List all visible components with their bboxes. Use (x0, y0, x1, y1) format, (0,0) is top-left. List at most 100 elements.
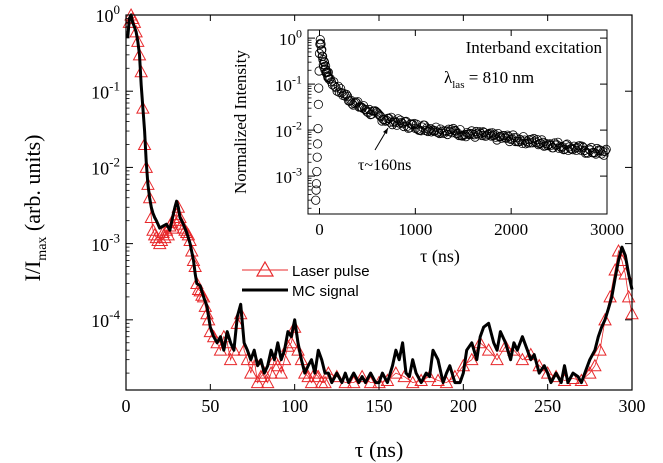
inset-lambda-annotation: λlas = 810 nm (444, 68, 534, 91)
laser-pulse-point (464, 352, 479, 366)
laser-pulse-point (490, 352, 504, 366)
inset-chart: 0 1000 2000 3000 100 10-1 10-2 10-3 τ (ns) Nor… (231, 26, 624, 267)
x-tick-label: 150 (366, 396, 393, 416)
inset-data-point (312, 167, 322, 177)
laser-pulse-point (301, 369, 316, 383)
laser-pulse-point (304, 375, 319, 389)
inset-data-point (313, 99, 323, 110)
y-tick-label: 100 (279, 26, 302, 49)
inset-data-point (392, 120, 402, 130)
laser-pulse-point (582, 366, 597, 379)
inset-data-point (472, 128, 482, 138)
x-tick-label: 2000 (494, 220, 528, 239)
laser-pulse-point (363, 375, 378, 389)
inset-data-point (314, 83, 324, 93)
inset-data-point (549, 138, 560, 148)
inset-data-point (335, 84, 346, 94)
lambda-value: = 810 nm (464, 68, 534, 87)
x-tick-label: 0 (315, 220, 324, 239)
main-legend: Laser pulse MC signal (242, 260, 370, 300)
inset-data-point (318, 54, 328, 65)
y-tick-label: 10-1 (275, 72, 302, 95)
y-tick-label: 10-1 (91, 78, 120, 102)
laser-pulse-point (540, 366, 555, 379)
inset-background (308, 30, 607, 214)
laser-pulse-point (473, 335, 488, 349)
laser-pulse-point (588, 358, 602, 372)
inset-data-point (600, 146, 610, 156)
y-tick-label: 100 (96, 2, 121, 26)
inset-data-point (319, 57, 330, 68)
x-tick-label: 100 (281, 396, 308, 416)
laser-pulse-point (146, 223, 160, 236)
x-tick-label: 200 (450, 396, 477, 416)
laser-pulse-point (250, 375, 265, 389)
laser-pulse-point (267, 352, 282, 366)
inset-data-point (601, 144, 611, 154)
x-tick-label: 0 (122, 396, 131, 416)
main-grid-layer (122, 7, 639, 389)
laser-pulse-point (223, 352, 238, 366)
inset-data-point (323, 67, 333, 77)
inset-x-axis-label: τ (ns) (420, 246, 460, 267)
laser-pulse-point (318, 375, 332, 389)
inset-y-axis-label: Normalized Intensity (231, 50, 250, 194)
laser-pulse-point (598, 312, 612, 326)
y-tick-label: 10-3 (275, 164, 302, 187)
laser-pulse-point (195, 288, 209, 301)
lambda-symbol: λ (444, 68, 453, 87)
laser-pulse-point (260, 375, 275, 389)
laser-pulse-point (389, 366, 403, 379)
x-tick-label: 1000 (398, 220, 432, 239)
inset-data-point (572, 143, 583, 153)
inset-y-ticks: 100 10-1 10-2 10-3 (275, 26, 607, 209)
inset-data-point (423, 126, 433, 137)
inset-data-point (510, 136, 521, 147)
laser-pulse-point (291, 343, 305, 356)
inset-data-point (455, 125, 465, 135)
inset-data-point (442, 129, 453, 140)
x-tick-label: 50 (201, 396, 219, 416)
laser-pulse-point (206, 329, 221, 343)
laser-pulse-point (161, 227, 176, 241)
laser-pulse-point (274, 366, 289, 379)
inset-data-point (313, 124, 323, 134)
inset-data-point (316, 39, 326, 49)
laser-pulse-point (270, 358, 285, 372)
inset-data-point (370, 106, 380, 116)
laser-pulse-point (308, 366, 322, 379)
main-y-axis-label: I/Imax (arb. units) (20, 135, 50, 282)
inset-tau-annotation: τ~160ns (358, 157, 411, 174)
inset-x-ticks: 0 1000 2000 3000 (315, 30, 624, 239)
laser-pulse-point (498, 339, 513, 352)
main-x-axis-label: τ (ns) (355, 437, 404, 462)
laser-pulse-point (405, 375, 420, 389)
legend-laser-label: Laser pulse (292, 263, 370, 280)
y-tick-label: 10-2 (91, 155, 120, 179)
inset-data-point (312, 139, 323, 149)
main-x-ticks: 0 50 100 150 200 250 300 (122, 15, 646, 416)
mc-signal-line (126, 13, 634, 385)
inset-data-point (317, 45, 327, 55)
laser-pulse-point (481, 343, 496, 356)
inset-data-point (567, 144, 577, 154)
x-tick-label: 300 (619, 396, 646, 416)
inset-data-point (330, 81, 340, 91)
laser-pulse-point (210, 335, 224, 349)
laser-pulse-point (196, 289, 211, 303)
main-y-axis-label-sub: max (35, 237, 50, 261)
y-tick-label: 10-3 (91, 231, 120, 255)
inset-data-point (496, 133, 507, 143)
laser-pulse-point (287, 320, 302, 333)
inset-marks-layer (311, 35, 611, 205)
inset-data-point (537, 135, 547, 145)
inset-data-point (448, 123, 458, 134)
lambda-subscript: las (452, 79, 464, 91)
legend-laser-marker (255, 260, 275, 277)
laser-pulse-point (593, 343, 607, 356)
inset-data-point (562, 139, 572, 149)
inset-data-point (312, 152, 322, 162)
inset-title-annotation: Interband excitation (466, 38, 603, 57)
inset-plot-frame (307, 29, 608, 215)
